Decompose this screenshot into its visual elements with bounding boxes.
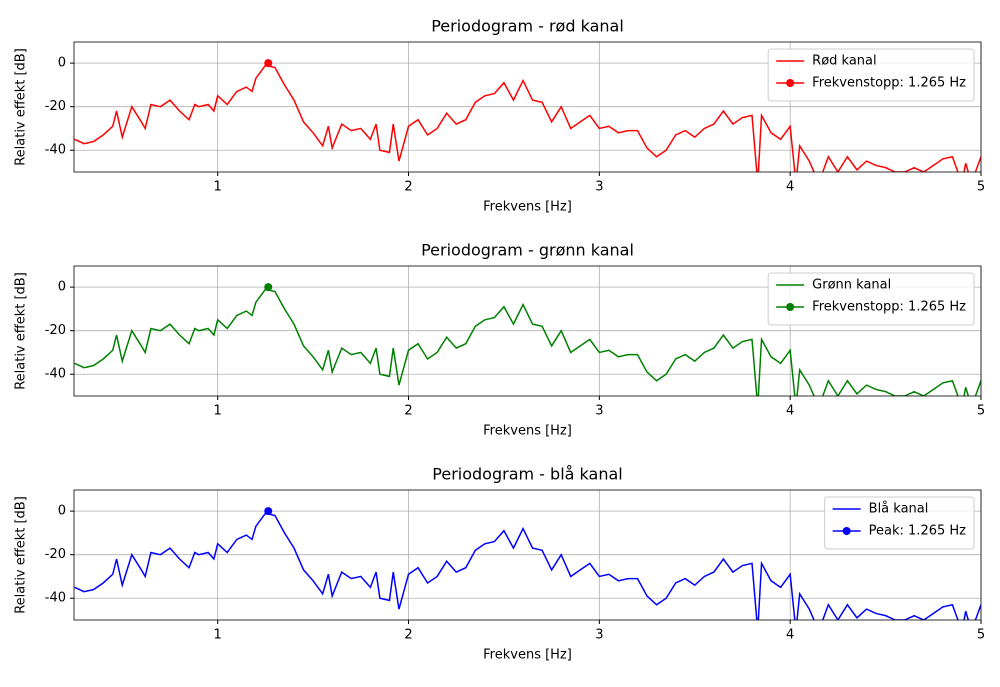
- x-tick-label: 2: [404, 180, 412, 195]
- y-tick-label: 0: [58, 56, 66, 71]
- chart-title: Periodogram - rød kanal: [431, 17, 624, 36]
- x-axis-label: Frekvens [Hz]: [483, 200, 572, 215]
- y-tick-label: -20: [45, 547, 66, 562]
- legend-marker: [842, 527, 851, 535]
- legend-marker: [786, 303, 795, 311]
- y-tick-label: -40: [45, 591, 66, 606]
- legend: Rød kanal Frekvenstopp: 1.265 Hz: [767, 48, 975, 102]
- peak-marker: [264, 283, 273, 292]
- series-line: [74, 512, 981, 620]
- subplot: 1 2 3 4 5 -40 -20 0 Periodogram - blå kanal Frekv…: [14, 465, 986, 663]
- legend-label: Rød kanal: [812, 54, 876, 69]
- x-axis-label: Frekvens [Hz]: [483, 648, 572, 663]
- x-tick-label: 4: [786, 180, 794, 195]
- x-tick-label: 4: [786, 628, 794, 643]
- legend: Blå kanal Peak: 1.265 Hz: [824, 496, 975, 550]
- x-tick-label: 5: [977, 180, 985, 195]
- x-tick-label: 1: [214, 628, 222, 643]
- y-tick-label: -40: [45, 367, 66, 382]
- peak-marker: [264, 59, 273, 68]
- y-tick-label: -20: [45, 99, 66, 114]
- x-tick-label: 5: [977, 404, 985, 419]
- legend-label: Frekvenstopp: 1.265 Hz: [812, 300, 966, 315]
- x-tick-label: 1: [214, 404, 222, 419]
- x-tick-label: 2: [404, 628, 412, 643]
- y-tick-label: 0: [58, 504, 66, 519]
- plot-frame: [73, 265, 982, 397]
- legend-label: Blå kanal: [869, 502, 929, 517]
- legend-label: Grønn kanal: [812, 278, 891, 293]
- legend-box: [767, 48, 975, 102]
- chart-title: Periodogram - blå kanal: [432, 465, 622, 484]
- x-tick-label: 5: [977, 628, 985, 643]
- x-axis-label: Frekvens [Hz]: [483, 424, 572, 439]
- y-tick-label: 0: [58, 280, 66, 295]
- x-tick-label: 3: [595, 404, 603, 419]
- x-tick-label: 3: [595, 628, 603, 643]
- legend-box: [767, 272, 975, 326]
- x-tick-label: 3: [595, 180, 603, 195]
- subplot: 1 2 3 4 5 -40 -20 0 Periodogram - rød kanal Frekv…: [14, 17, 986, 215]
- y-axis-label: Relativ effekt [dB]: [14, 272, 29, 390]
- chart-title: Periodogram - grønn kanal: [421, 241, 634, 260]
- legend-label: Frekvenstopp: 1.265 Hz: [812, 76, 966, 91]
- peak-marker: [264, 507, 273, 516]
- series-line: [74, 288, 981, 396]
- series-line: [74, 64, 981, 172]
- legend: Grønn kanal Frekvenstopp: 1.265 Hz: [767, 272, 975, 326]
- legend-box: [824, 496, 975, 550]
- legend-marker: [786, 79, 795, 87]
- y-tick-label: -40: [45, 143, 66, 158]
- plot-frame: [73, 489, 982, 621]
- x-tick-label: 1: [214, 180, 222, 195]
- plot-frame: [73, 41, 982, 173]
- y-axis-label: Relativ effekt [dB]: [14, 48, 29, 166]
- x-tick-label: 2: [404, 404, 412, 419]
- y-axis-label: Relativ effekt [dB]: [14, 496, 29, 614]
- y-tick-label: -20: [45, 323, 66, 338]
- legend-label: Peak: 1.265 Hz: [869, 524, 967, 539]
- subplot: 1 2 3 4 5 -40 -20 0 Periodogram - grønn kanal Fre…: [14, 241, 986, 439]
- x-tick-label: 4: [786, 404, 794, 419]
